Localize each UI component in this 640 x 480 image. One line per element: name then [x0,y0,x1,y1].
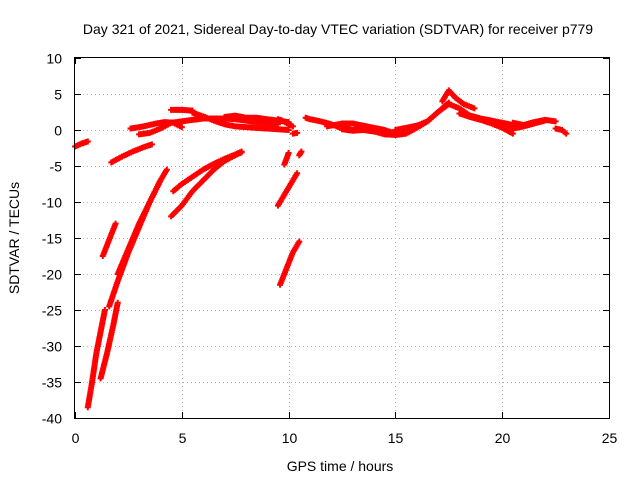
series-arc-16 [281,150,292,168]
x-tick-label: 20 [495,430,511,446]
data-points [72,87,570,411]
axis-ticks: 0 5 10 15 20 25 -40 -35 -30 -25 -20 -15 -10 -5 0 5 10 [42,51,618,447]
series-arc-28 [509,116,559,128]
series-arc-4 [99,220,119,259]
data-point [84,138,91,145]
x-axis-title: GPS time / hours [287,458,394,474]
y-tick-label: -20 [42,267,62,283]
y-tick-label: -35 [42,375,62,391]
series-arc-29 [552,125,570,137]
x-tick-label: 10 [282,430,298,446]
data-point [298,148,305,155]
data-point [289,123,296,130]
series-arc-17 [296,148,305,159]
series-arc-26 [456,110,516,137]
y-tick-label: 5 [54,87,62,103]
y-tick-label: -10 [42,195,62,211]
data-point [509,130,516,137]
data-point [285,127,292,133]
data-point [178,124,185,131]
series-arc-11 [189,109,292,133]
data-point [114,299,121,306]
series-arc-15 [274,170,301,209]
data-point [296,238,303,245]
x-tick-label: 15 [388,430,404,446]
data-point [157,177,164,184]
y-tick-label: -30 [42,339,62,355]
series-arc-20 [274,116,296,130]
plot-frame [74,57,610,419]
y-tick-label: 10 [46,51,62,67]
y-axis-title: SDTVAR / TECUs [6,182,22,294]
x-tick-label: 5 [179,430,187,446]
series-arc-2 [84,307,108,411]
data-point [163,166,170,173]
grid [75,58,609,418]
y-tick-label: -5 [50,159,63,175]
x-tick-label: 25 [602,430,618,446]
data-point [294,170,301,177]
x-tick-label: 0 [72,430,80,446]
data-point [101,307,108,313]
series-arc-19 [277,238,303,288]
data-point [294,129,301,136]
series-arc-3 [97,299,121,382]
data-point [563,130,570,137]
series-arc-7 [108,141,155,166]
data-point [285,150,292,157]
series-arc-6 [114,177,164,277]
series-arc-14 [170,148,245,195]
data-point [112,220,119,227]
y-tick-label: -25 [42,303,62,319]
series-arc-18 [289,129,301,137]
y-tick-label: 0 [54,123,62,139]
data-point [238,148,245,155]
data-point [552,118,559,125]
y-tick-label: -40 [42,411,62,427]
data-point [471,105,478,112]
chart-title: Day 321 of 2021, Sidereal Day-to-day VTE… [83,21,593,37]
series-arc-25 [439,87,478,112]
data-point [148,141,155,148]
y-tick-label: -15 [42,231,62,247]
